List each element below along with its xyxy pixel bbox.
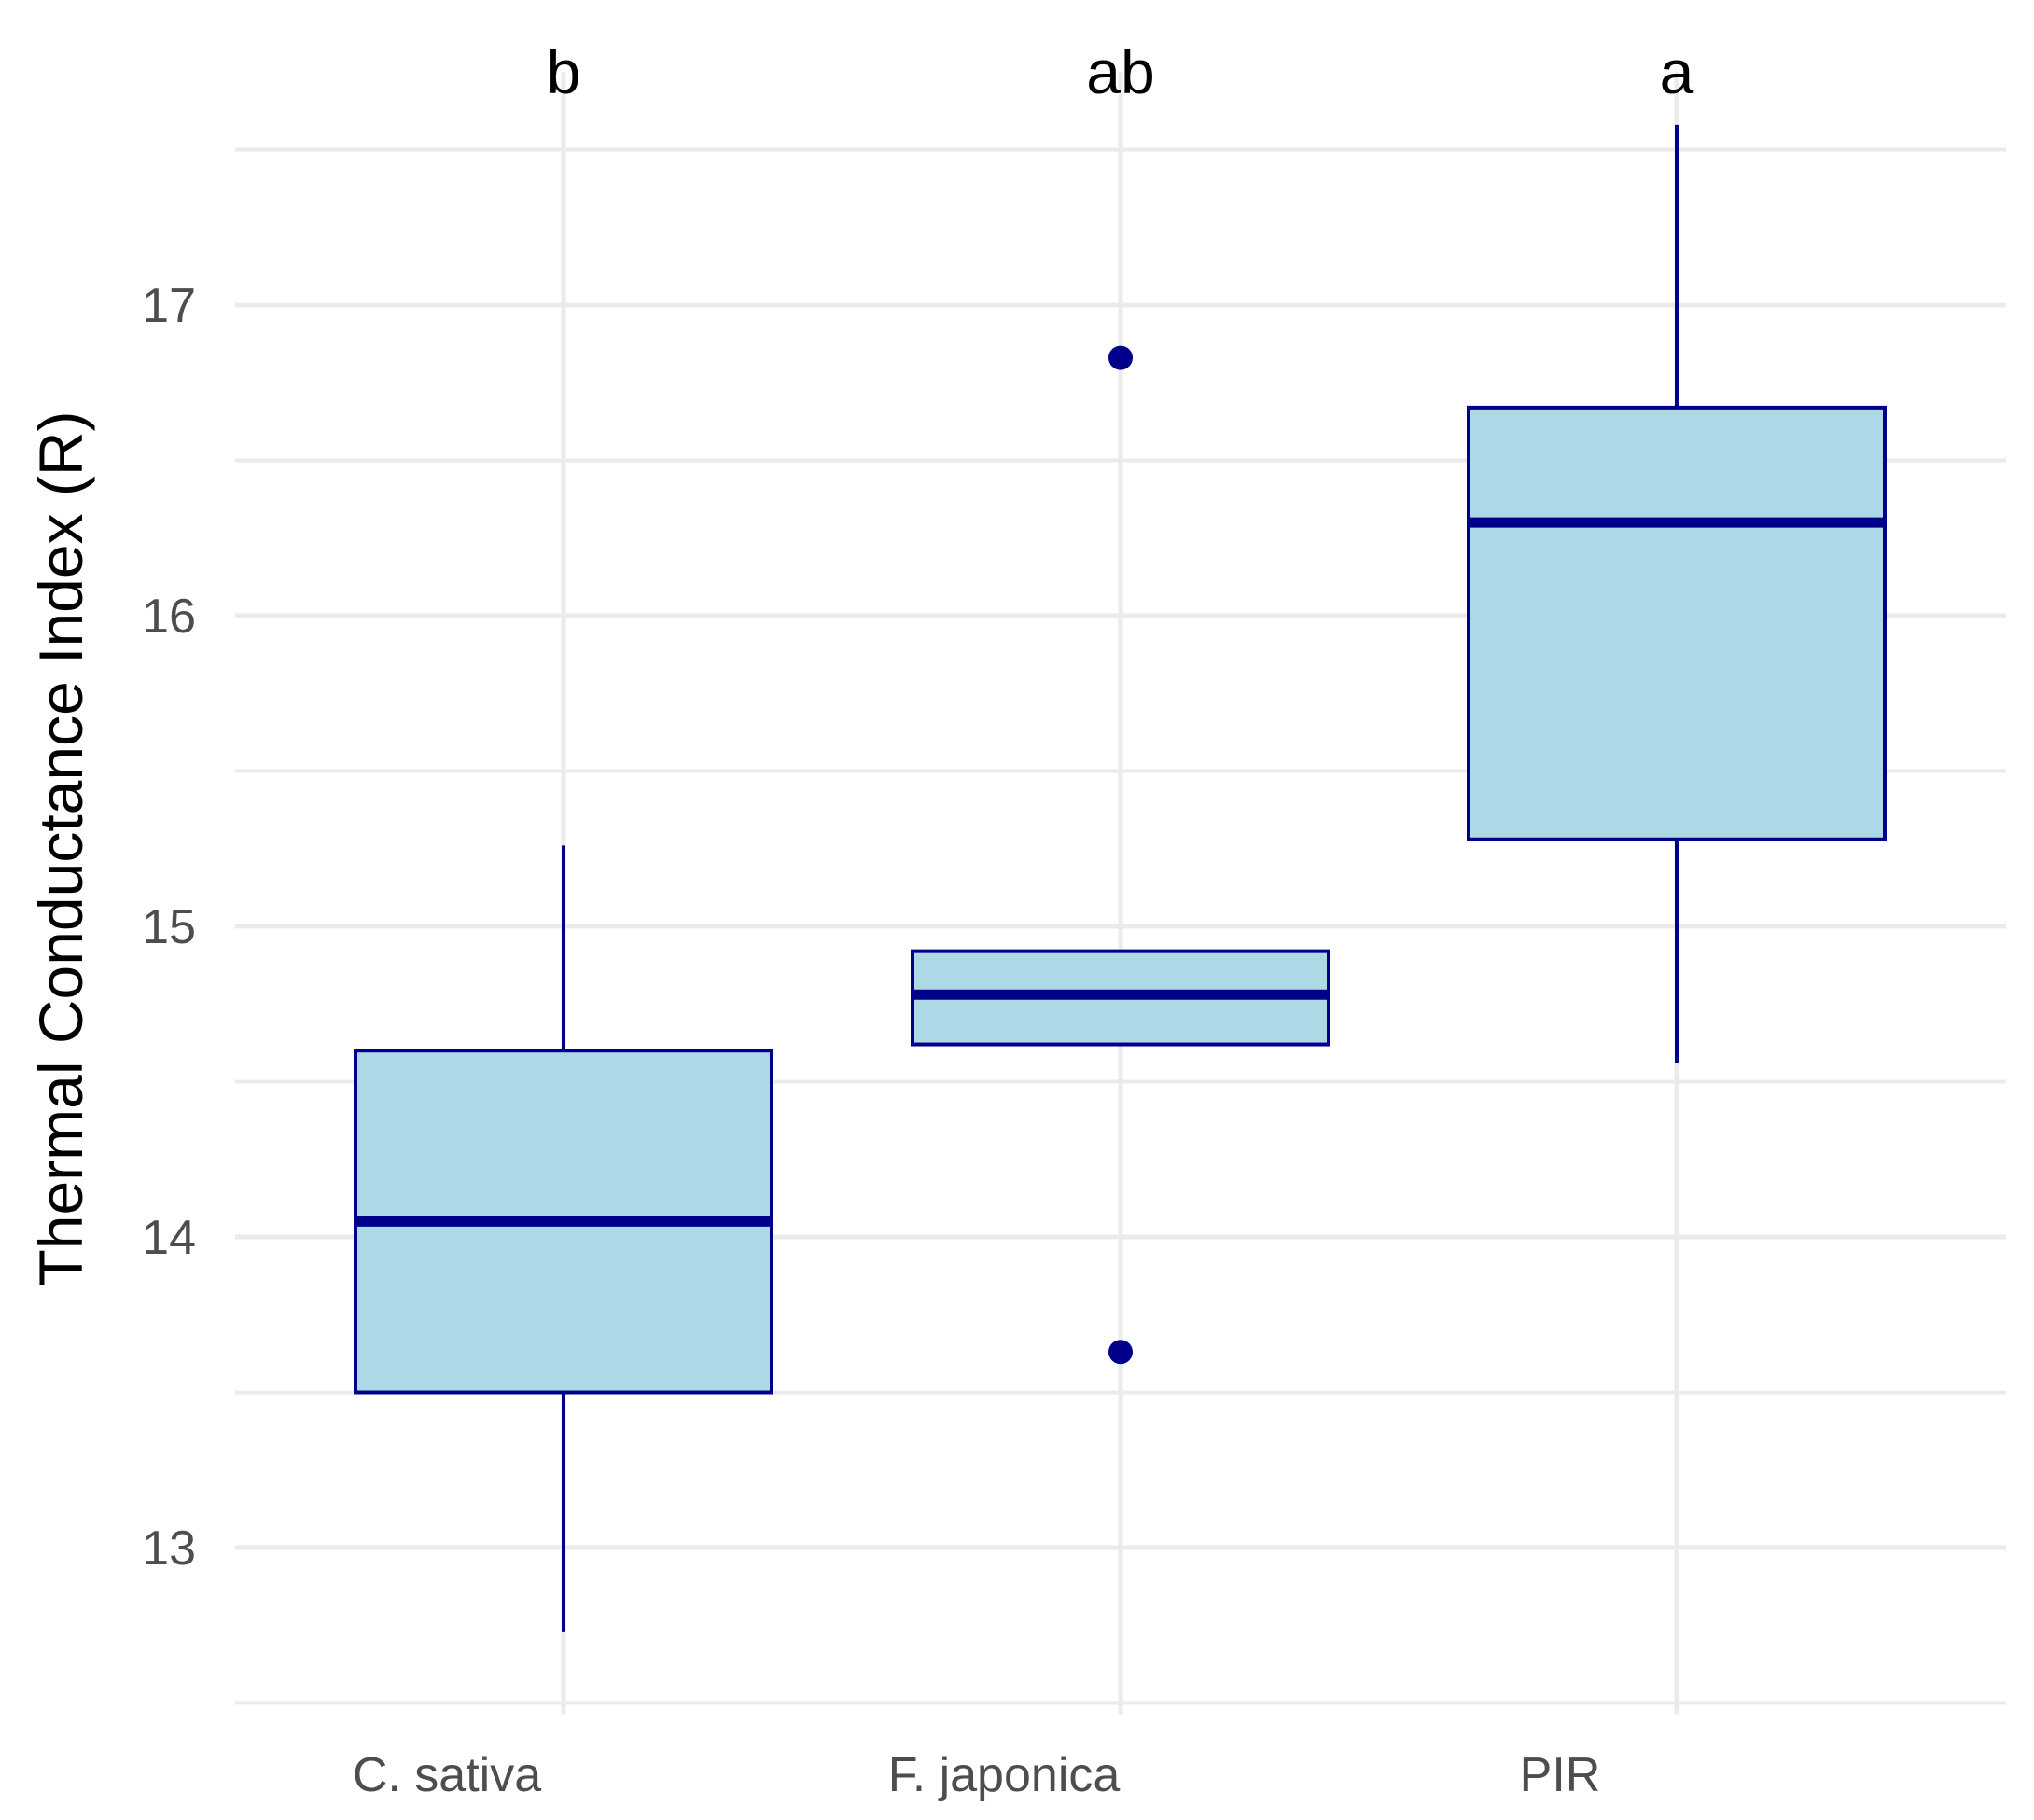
y-tick-label: 13: [142, 1521, 196, 1576]
labels: 13 14 15 16 17 b C. sativa ab F. japonica a PIR: [142, 37, 1693, 1802]
y-tick-label: 17: [142, 279, 196, 333]
y-tick-label: 15: [142, 900, 196, 954]
y-axis-title: Thermal Conductance Index (R): [26, 410, 95, 1286]
box-3: [1467, 124, 1887, 1063]
significance-label: ab: [1086, 37, 1154, 106]
y-tick-label: 14: [142, 1211, 196, 1265]
box-2: [911, 345, 1330, 1365]
x-tick-label: PIR: [1520, 1748, 1601, 1802]
grid: [235, 72, 2006, 1715]
outlier-point: [1108, 1340, 1133, 1365]
x-tick-label: C. sativa: [353, 1748, 541, 1802]
box-1: [354, 845, 773, 1632]
outlier-point: [1108, 345, 1133, 370]
box-iqr: [1467, 405, 1887, 841]
significance-label: a: [1660, 37, 1694, 106]
y-tick-label: 16: [142, 590, 196, 644]
boxes: [354, 124, 1887, 1632]
x-tick-label: F. japonica: [888, 1748, 1121, 1802]
significance-label: b: [547, 37, 581, 106]
